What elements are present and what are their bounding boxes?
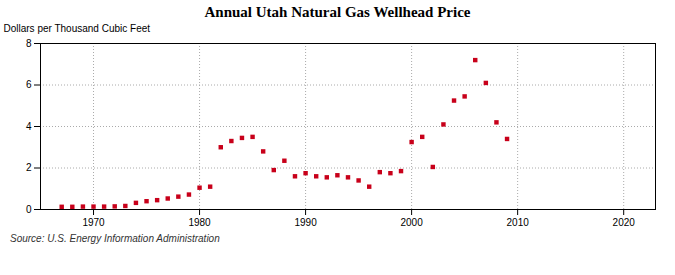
svg-text:2020: 2020 <box>613 217 636 228</box>
svg-text:1970: 1970 <box>82 217 105 228</box>
svg-text:1980: 1980 <box>188 217 211 228</box>
svg-text:0: 0 <box>26 204 32 215</box>
svg-text:1990: 1990 <box>294 217 317 228</box>
svg-text:4: 4 <box>26 121 32 132</box>
html-text:Annual Utah Natural Gas Wellhe: Annual Utah Natural Gas Wellhead Price <box>204 4 471 20</box>
svg-text:Dollars per Thousand Cubic Fee: Dollars per Thousand Cubic Feet <box>4 23 151 34</box>
svg-text:2000: 2000 <box>400 217 423 228</box>
svg-text:6: 6 <box>26 79 32 90</box>
html-text:Source: U.S. Energy Informatio: Source: U.S. Energy Information Administ… <box>10 233 220 244</box>
svg-text:8: 8 <box>26 38 32 49</box>
svg-text:2: 2 <box>26 162 32 173</box>
svg-text:2010: 2010 <box>507 217 530 228</box>
